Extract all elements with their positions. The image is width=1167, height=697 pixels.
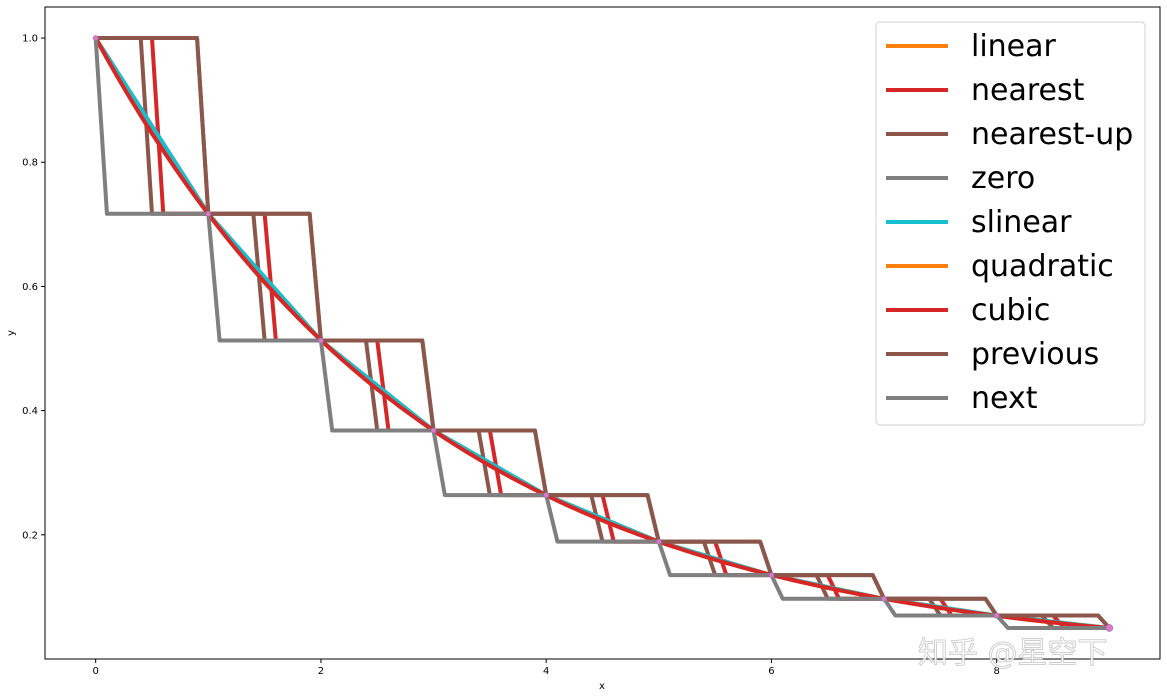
data-point <box>656 538 662 545</box>
legend-label-next: next <box>971 381 1038 416</box>
y-axis-label: y <box>6 330 17 336</box>
series-layer <box>93 36 1111 631</box>
y-axis: 0.2 0.4 0.6 0.8 1.0 <box>22 34 45 541</box>
legend-label-nearest-up: nearest-up <box>971 117 1133 152</box>
legend-label-zero: zero <box>971 161 1035 196</box>
legend-label-slinear: slinear <box>971 205 1072 240</box>
series-line-previous <box>95 36 1111 630</box>
data-point <box>543 492 549 498</box>
series-line-cubic <box>93 37 1110 631</box>
data-point <box>993 612 1000 619</box>
plot-area <box>44 6 1161 660</box>
x-axis: 0 2 4 6 8 <box>92 659 1000 677</box>
x-tick-label: 8 <box>994 666 1000 677</box>
data-point <box>430 427 437 434</box>
x-tick-label: 0 <box>92 666 98 677</box>
y-tick-label: 0.4 <box>22 406 38 417</box>
x-tick-label: 6 <box>768 666 774 677</box>
legend-box <box>875 21 1146 426</box>
y-tick-label: 0.6 <box>22 282 38 293</box>
data-point <box>1105 624 1114 632</box>
watermark: 知乎 @星空下 <box>918 636 1108 671</box>
plot-frame <box>44 6 1161 660</box>
data-points-layer <box>92 35 1114 632</box>
x-tick-label: 4 <box>543 666 549 677</box>
series-line-next <box>93 37 1110 630</box>
data-point <box>92 35 99 41</box>
legend-label-nearest: nearest <box>971 73 1085 108</box>
x-tick-label: 2 <box>318 666 324 677</box>
y-tick-label: 0.8 <box>22 158 38 169</box>
y-tick-label: 0.2 <box>22 530 38 541</box>
data-point <box>318 337 324 344</box>
y-tick-label: 1.0 <box>22 34 38 45</box>
x-axis-label: x <box>599 681 605 692</box>
legend-label-cubic: cubic <box>971 293 1050 328</box>
legend-label-linear: linear <box>971 29 1057 64</box>
data-point <box>768 572 775 578</box>
legend: linear nearest nearest-up zero slinear quadra… <box>875 21 1146 426</box>
legend-label-quadratic: quadratic <box>971 249 1114 284</box>
data-point <box>881 595 887 602</box>
legend-label-previous: previous <box>971 337 1099 372</box>
data-point <box>205 210 212 217</box>
